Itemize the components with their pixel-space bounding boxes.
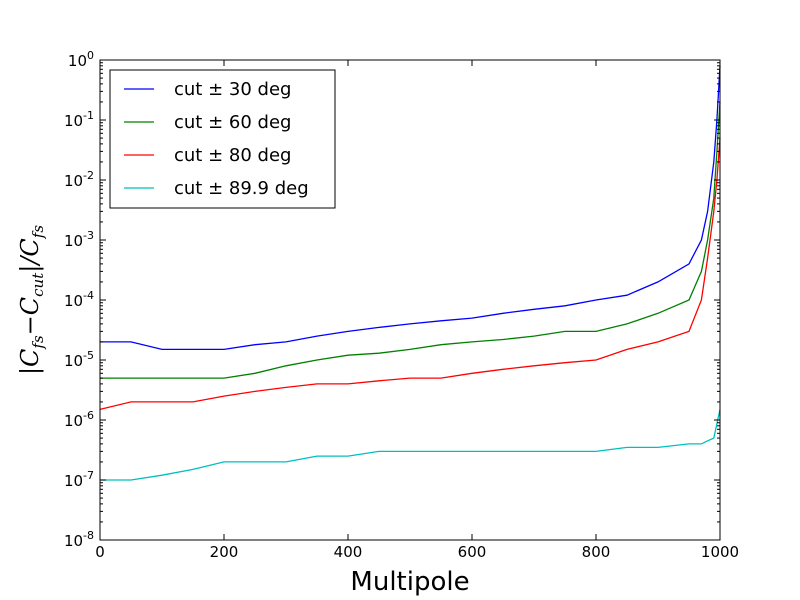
y-axis-label: |Cfs−Ccut|/Cfs bbox=[16, 225, 47, 375]
x-tick-label: 400 bbox=[334, 543, 363, 561]
y-label-part: |C bbox=[16, 349, 45, 375]
y-tick-label: 10-5 bbox=[64, 349, 94, 370]
series-line-1 bbox=[100, 65, 721, 351]
y-tick-label: 10-7 bbox=[64, 469, 94, 490]
x-tick-label: 1000 bbox=[701, 543, 739, 561]
x-tick-label: 0 bbox=[95, 543, 105, 561]
legend-label: cut ± 80 deg bbox=[174, 145, 291, 166]
y-tick-label: 10-3 bbox=[64, 229, 94, 250]
legend-label: cut ± 60 deg bbox=[174, 112, 291, 133]
y-tick-label: 100 bbox=[68, 49, 94, 70]
y-tick-label: 10-4 bbox=[64, 289, 94, 310]
y-tick-label: 10-8 bbox=[64, 529, 94, 550]
series-line-3 bbox=[99, 138, 721, 411]
y-label-subscript: fs bbox=[29, 335, 47, 350]
y-label-part: |/C bbox=[16, 238, 45, 273]
y-label-subscript: fs bbox=[29, 225, 47, 240]
x-axis: 0 200 400 600 800 1000 bbox=[95, 60, 739, 561]
x-tick-label: 600 bbox=[458, 543, 487, 561]
y-label-subscript: cut bbox=[29, 272, 47, 297]
series-lines bbox=[99, 65, 721, 481]
legend: cut ± 30 deg cut ± 60 deg cut ± 80 deg cut … bbox=[109, 69, 336, 209]
y-tick-label: 10-1 bbox=[64, 109, 94, 130]
x-tick-label: 200 bbox=[210, 543, 239, 561]
x-tick-label: 800 bbox=[582, 543, 611, 561]
legend-label: cut ± 89.9 deg bbox=[174, 178, 309, 199]
y-axis: 10-8 10-7 10-6 10-5 10-4 10-3 10-2 10-1 100 bbox=[64, 49, 720, 550]
y-tick-label: 10-2 bbox=[64, 169, 94, 190]
legend-box bbox=[109, 69, 336, 209]
series-line-2 bbox=[100, 101, 721, 379]
legend-label: cut ± 30 deg bbox=[174, 79, 291, 100]
y-label-part: −C bbox=[16, 297, 44, 335]
y-tick-label: 10-6 bbox=[64, 409, 94, 430]
series-line-4 bbox=[100, 409, 721, 481]
x-axis-label: Multipole bbox=[350, 567, 469, 597]
